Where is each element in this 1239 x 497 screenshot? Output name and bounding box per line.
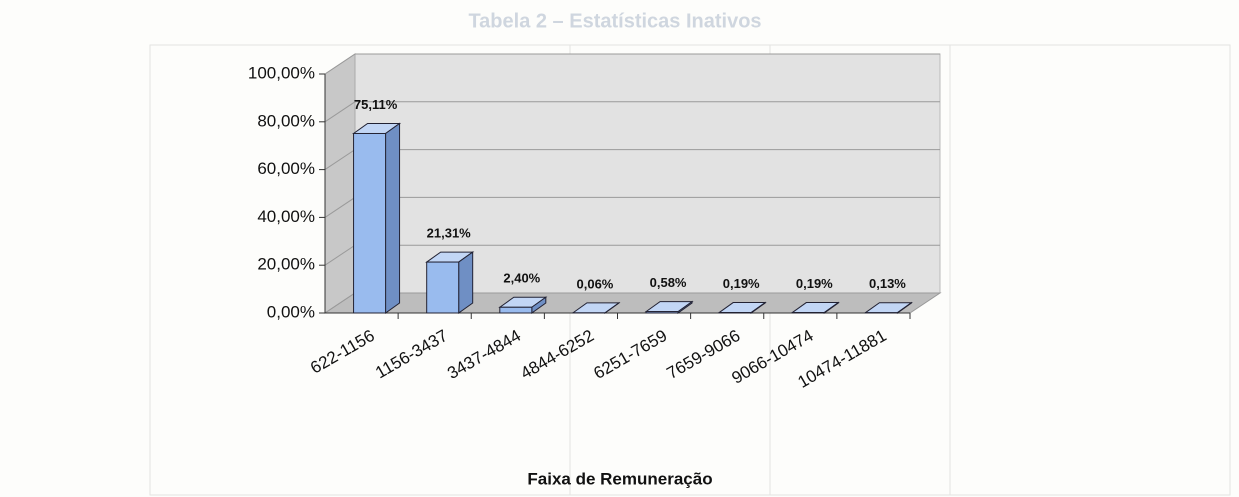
floor — [323, 292, 942, 314]
bar — [645, 311, 679, 314]
value-label: 2,40% — [503, 271, 540, 286]
value-label: 0,06% — [577, 276, 614, 291]
value-label: 0,58% — [650, 275, 687, 290]
y-tick-label: 80,00% — [257, 111, 315, 130]
grid-line — [324, 101, 940, 123]
y-tick-label: 60,00% — [257, 159, 315, 178]
y-tick-label: 20,00% — [257, 255, 315, 274]
x-axis-title: Faixa de Remuneração — [527, 469, 712, 488]
bar-side — [385, 122, 401, 314]
value-label: 75,11% — [354, 97, 398, 112]
bar — [353, 132, 387, 314]
y-tick-label: 40,00% — [257, 207, 315, 226]
y-tick-label: 100,00% — [248, 63, 315, 82]
table-title: Tabela 2 – Estatísticas Inativos — [468, 10, 761, 32]
side-wall — [324, 53, 356, 314]
y-tick-label: 0,00% — [267, 302, 315, 321]
grid-line — [324, 53, 940, 75]
value-label: 21,31% — [427, 226, 472, 241]
bar — [499, 306, 533, 314]
value-label: 0,13% — [869, 276, 906, 291]
table-frame — [149, 44, 1231, 496]
bar-side — [458, 251, 474, 314]
bar — [426, 261, 460, 314]
value-label: 0,19% — [723, 276, 760, 291]
value-label: 0,19% — [796, 276, 833, 291]
